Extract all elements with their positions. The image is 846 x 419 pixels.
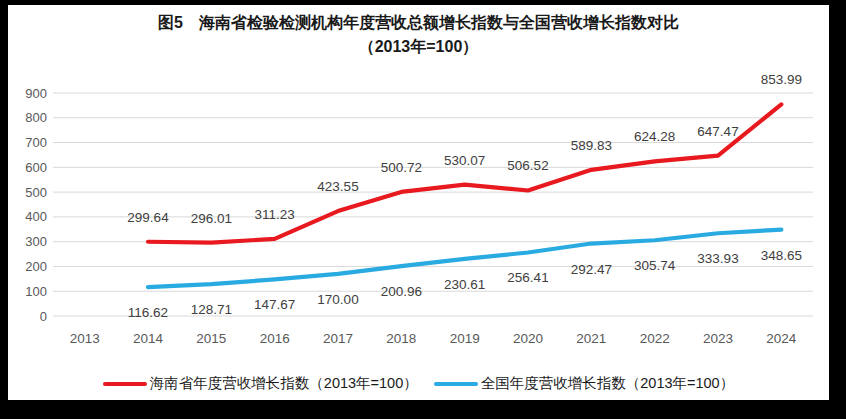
svg-text:500: 500 [25,185,47,200]
svg-text:2014: 2014 [133,331,164,346]
svg-text:900: 900 [25,86,47,101]
legend-label-hainan: 海南省年度营收增长指数（2013年=100） [150,374,418,393]
svg-text:2019: 2019 [450,331,480,346]
svg-text:2016: 2016 [260,331,290,346]
svg-text:530.07: 530.07 [444,153,485,168]
svg-text:700: 700 [25,135,47,150]
svg-text:300: 300 [25,234,47,249]
svg-text:0: 0 [40,309,47,324]
legend-item-national: 全国年度营收增长指数（2013年=100） [434,374,734,393]
svg-text:2024: 2024 [766,331,797,346]
svg-text:296.01: 296.01 [191,211,232,226]
svg-text:311.23: 311.23 [255,207,295,222]
svg-text:2017: 2017 [323,331,353,346]
svg-text:600: 600 [25,160,47,175]
svg-text:100: 100 [25,284,47,299]
svg-text:333.93: 333.93 [697,251,738,266]
hainan-line-swatch [103,382,147,386]
svg-text:292.47: 292.47 [571,262,612,277]
svg-text:230.61: 230.61 [444,277,485,292]
svg-text:256.41: 256.41 [507,270,548,285]
svg-text:2020: 2020 [513,331,543,346]
svg-text:116.62: 116.62 [128,305,168,320]
svg-text:853.99: 853.99 [761,72,802,87]
svg-text:2018: 2018 [386,331,416,346]
svg-text:400: 400 [25,209,47,224]
legend-label-national: 全国年度营收增长指数（2013年=100） [481,374,734,393]
svg-text:500.72: 500.72 [381,160,422,175]
svg-text:2021: 2021 [576,331,606,346]
svg-text:2022: 2022 [640,331,670,346]
svg-text:2023: 2023 [703,331,733,346]
svg-text:305.74: 305.74 [634,258,676,273]
svg-text:2013: 2013 [70,331,100,346]
svg-text:647.47: 647.47 [697,124,738,139]
svg-text:200.96: 200.96 [381,284,422,299]
svg-text:128.71: 128.71 [191,302,232,317]
svg-text:348.65: 348.65 [761,248,802,263]
legend: 海南省年度营收增长指数（2013年=100） 全国年度营收增长指数（2013年=… [8,374,829,393]
svg-text:589.83: 589.83 [571,138,612,153]
chart-canvas: 图5 海南省检验检测机构年度营收总额增长指数与全国营收增长指数对比 （2013年… [8,5,829,400]
svg-text:506.52: 506.52 [507,158,548,173]
svg-text:624.28: 624.28 [634,129,675,144]
svg-text:147.67: 147.67 [254,297,295,312]
svg-text:2015: 2015 [196,331,226,346]
svg-text:170.00: 170.00 [317,292,358,307]
svg-text:800: 800 [25,110,47,125]
chart-svg: 0 100 200 300 400 500 600 700 800 900 2013 2014 2015… [8,5,829,357]
svg-text:299.64: 299.64 [127,210,169,225]
svg-text:200: 200 [25,259,47,274]
legend-item-hainan: 海南省年度营收增长指数（2013年=100） [103,374,418,393]
national-line-swatch [434,382,478,386]
svg-text:423.55: 423.55 [317,179,358,194]
